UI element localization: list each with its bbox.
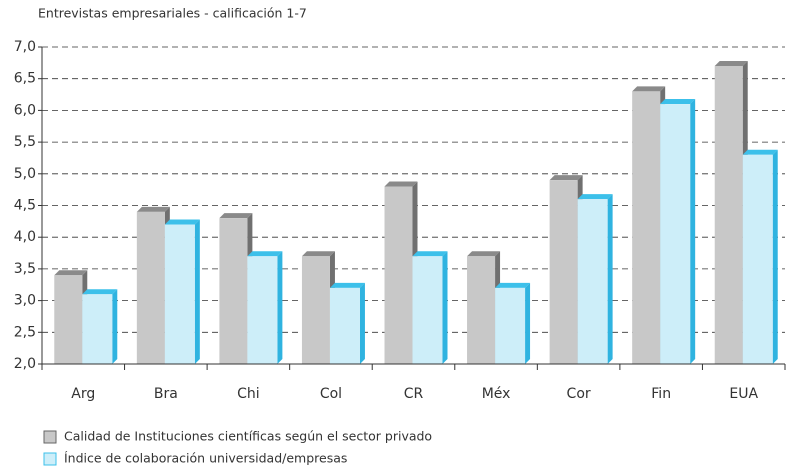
x-tick-label: Col [320,386,342,402]
bar [577,194,613,364]
legend-swatch [43,430,57,444]
y-tick-label: 3,0 [14,293,36,309]
bar [82,289,118,364]
x-tick-label: Fin [651,386,671,402]
x-tick-label: Arg [71,386,95,402]
y-tick-label: 6,5 [14,71,36,87]
x-tick-label: CR [404,386,424,402]
y-tick-label: 4,5 [14,198,36,214]
y-tick-label: 3,5 [14,261,36,277]
bar [329,282,365,364]
bar [412,251,448,364]
legend-swatch [43,452,57,466]
legend-label: Índice de colaboración universidad/empre… [64,451,347,466]
x-tick-label: Méx [482,386,511,402]
x-tick-label: Cor [567,386,591,402]
bar [164,219,200,364]
y-tick-label: 5,0 [14,166,36,182]
bar [714,61,748,365]
y-tick-label: 4,0 [14,229,36,245]
bar [495,282,531,364]
y-tick-label: 5,5 [14,134,36,150]
x-tick-label: Chi [237,386,260,402]
legend-label: Calidad de Instituciones científicas seg… [64,429,432,444]
x-tick-label: EUA [729,386,758,402]
y-tick-label: 2,5 [14,324,36,340]
chart-subtitle: Entrevistas empresariales - calificación… [38,6,307,21]
bar [660,99,696,364]
bar [247,251,283,364]
bar [742,149,778,364]
y-tick-label: 6,0 [14,102,36,118]
x-tick-label: Bra [154,386,178,402]
y-tick-label: 2,0 [14,356,36,372]
y-tick-label: 7,0 [14,39,36,55]
